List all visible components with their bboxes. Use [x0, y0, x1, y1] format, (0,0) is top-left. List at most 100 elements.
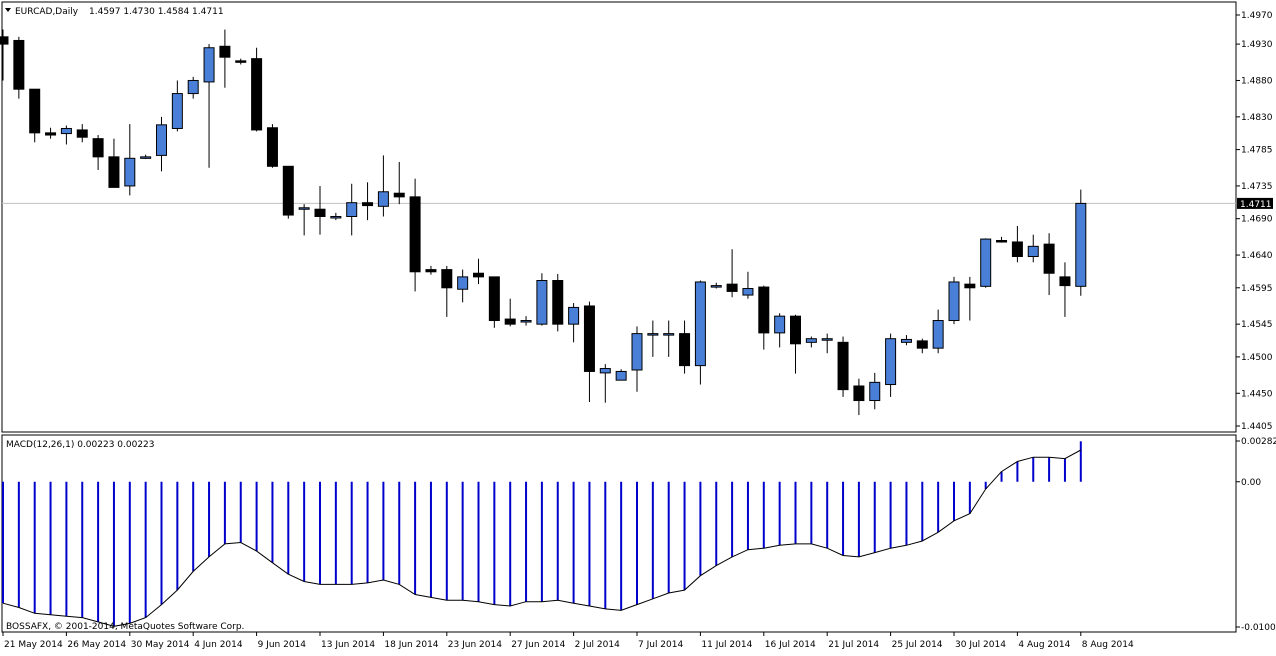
time-tick-label: 18 Jun 2014: [384, 640, 438, 650]
bull-candle: [568, 306, 580, 325]
bear-candle: [853, 385, 865, 402]
current-price-tag: [1237, 197, 1273, 209]
bull-candle: [171, 93, 183, 129]
bear-candle: [29, 88, 41, 134]
bull-candle: [869, 381, 881, 402]
bear-candle: [314, 208, 326, 217]
bear-candle: [235, 60, 247, 63]
bear-candle: [409, 196, 421, 273]
bull-candle: [663, 333, 675, 336]
bull-candle: [60, 127, 72, 135]
price-tick-label: 1.4640: [1241, 251, 1273, 261]
time-tick-label: 23 Jun 2014: [448, 640, 502, 650]
time-tick-label: 21 Jul 2014: [828, 640, 879, 650]
bull-candle: [377, 191, 389, 207]
bull-candle: [156, 124, 167, 156]
bear-candle: [92, 138, 104, 158]
bull-candle: [805, 338, 817, 343]
bull-candle: [536, 280, 548, 325]
bull-candle: [330, 215, 342, 219]
price-tick-label: 1.4785: [1241, 146, 1273, 156]
macd-signal-line: [2, 449, 1082, 627]
bear-candle: [1059, 276, 1071, 287]
bear-candle: [790, 315, 801, 345]
bull-candle: [124, 157, 136, 187]
price-tick-label: 1.4545: [1241, 320, 1273, 330]
bear-candle: [441, 269, 453, 289]
bull-candle: [932, 320, 944, 349]
price-tick-label: 1.4930: [1241, 40, 1273, 50]
bear-candle: [473, 272, 484, 278]
time-tick-label: 7 Jul 2014: [638, 640, 683, 650]
collapse-triangle-icon[interactable]: [5, 8, 11, 12]
bear-candle: [219, 45, 231, 58]
macd-panel-frame: [1, 434, 1237, 633]
time-tick-label: 9 Jun 2014: [258, 640, 307, 650]
bull-candle: [631, 333, 643, 371]
bear-candle: [362, 202, 374, 207]
price-tick-label: 1.4880: [1241, 76, 1273, 86]
bear-candle: [251, 58, 263, 131]
price-tick-label: 1.4595: [1241, 284, 1273, 294]
bear-candle: [916, 340, 928, 349]
bear-candle: [679, 333, 691, 367]
macd-axis: 0.00282 0.00 -0.01005: [1236, 437, 1276, 633]
time-tick-label: 21 May 2014: [4, 640, 63, 650]
time-tick-label: 30 May 2014: [131, 640, 190, 650]
macd-tick-label: -0.01005: [1241, 623, 1276, 633]
bull-candle: [647, 333, 659, 336]
bull-candle: [615, 370, 627, 381]
bull-candle: [710, 285, 722, 288]
bear-candle: [108, 156, 120, 188]
ohlc-readout: 1.4597 1.4730 1.4584 1.4711: [89, 7, 224, 17]
bull-candle: [346, 202, 358, 217]
bull-candle: [742, 288, 754, 296]
bear-candle: [552, 280, 564, 325]
price-tick-label: 1.4970: [1241, 11, 1273, 21]
bull-candle: [599, 368, 611, 374]
bear-candle: [266, 127, 278, 167]
time-tick-label: 16 Jul 2014: [765, 640, 816, 650]
bear-candle: [726, 283, 738, 292]
bull-candle: [948, 281, 960, 322]
bull-candle: [203, 47, 215, 83]
macd-tick-label: 0.00282: [1241, 437, 1276, 447]
time-tick-label: 26 May 2014: [67, 640, 126, 650]
time-tick-label: 13 Jun 2014: [321, 640, 375, 650]
bear-candle: [504, 318, 516, 325]
macd-tick-label: 0.00: [1241, 478, 1261, 488]
bull-candle: [140, 156, 152, 159]
price-panel-frame: [1, 1, 1237, 433]
time-tick-label: 30 Jul 2014: [955, 640, 1006, 650]
price-tick-label: 1.4690: [1241, 215, 1273, 225]
time-tick-label: 8 Aug 2014: [1082, 640, 1134, 650]
time-tick-label: 25 Jul 2014: [892, 640, 943, 650]
bull-candle: [774, 315, 786, 334]
bear-candle: [393, 192, 405, 198]
bull-candle: [694, 281, 706, 367]
price-tick-label: 1.4450: [1241, 389, 1273, 399]
bear-candle: [425, 269, 437, 273]
bear-candle: [964, 283, 976, 289]
bear-candle: [996, 240, 1008, 243]
bull-candle: [187, 79, 199, 95]
macd-histogram-layer: [2, 441, 1082, 627]
bear-candle: [76, 129, 88, 138]
time-tick-label: 2 Jul 2014: [575, 640, 620, 650]
bear-candle: [583, 305, 595, 372]
macd-label: MACD(12,26,1) 0.00223 0.00223: [6, 440, 155, 450]
time-tick-label: 11 Jul 2014: [701, 640, 752, 650]
symbol-title: EURCAD,Daily: [15, 7, 79, 17]
bull-candle: [298, 207, 310, 210]
price-tick-label: 1.4830: [1241, 113, 1273, 123]
price-tick-label: 1.4405: [1241, 422, 1273, 432]
bull-candle: [900, 338, 912, 343]
bull-candle: [520, 320, 532, 323]
bull-candle: [1027, 245, 1039, 258]
price-tick-label: 1.4500: [1241, 353, 1273, 363]
price-axis: 1.4970 1.4930 1.4880 1.4830 1.4785 1.4735 1.46…: [1236, 11, 1273, 432]
bear-candle: [488, 276, 500, 322]
bear-candle: [282, 165, 294, 216]
